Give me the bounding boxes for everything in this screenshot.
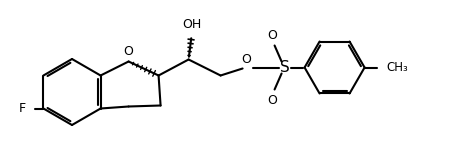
Text: CH₃: CH₃: [387, 61, 408, 74]
Text: O: O: [242, 53, 251, 65]
Text: OH: OH: [182, 18, 201, 30]
Text: O: O: [124, 45, 134, 57]
Text: O: O: [267, 93, 278, 107]
Text: F: F: [18, 102, 25, 115]
Text: S: S: [280, 60, 290, 75]
Text: O: O: [267, 28, 278, 41]
